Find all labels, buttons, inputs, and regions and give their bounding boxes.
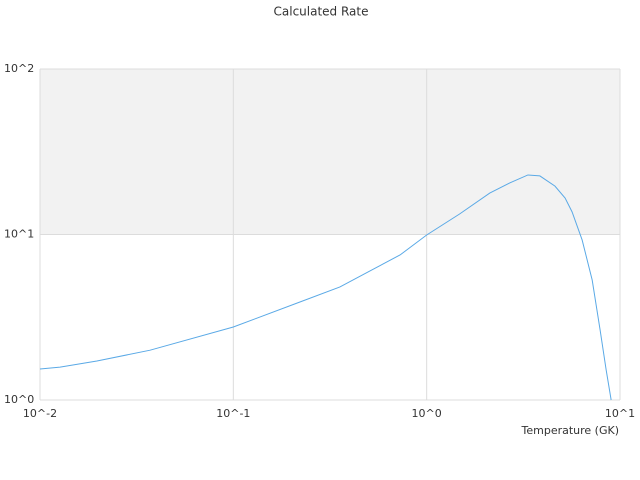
chart-title: Calculated Rate bbox=[274, 5, 369, 19]
x-tick-label: 10^-1 bbox=[216, 407, 250, 420]
y-tick-label: 10^0 bbox=[4, 393, 34, 406]
x-tick-label: 10^0 bbox=[412, 407, 442, 420]
x-tick-label: 10^1 bbox=[605, 407, 635, 420]
y-tick-label: 10^1 bbox=[4, 228, 34, 241]
data-line bbox=[39, 174, 612, 401]
plot-band bbox=[40, 69, 620, 235]
y-tick-label: 10^2 bbox=[4, 62, 34, 75]
x-tick-label: 10^-2 bbox=[23, 407, 57, 420]
x-axis-label: Temperature (GK) bbox=[521, 424, 620, 437]
